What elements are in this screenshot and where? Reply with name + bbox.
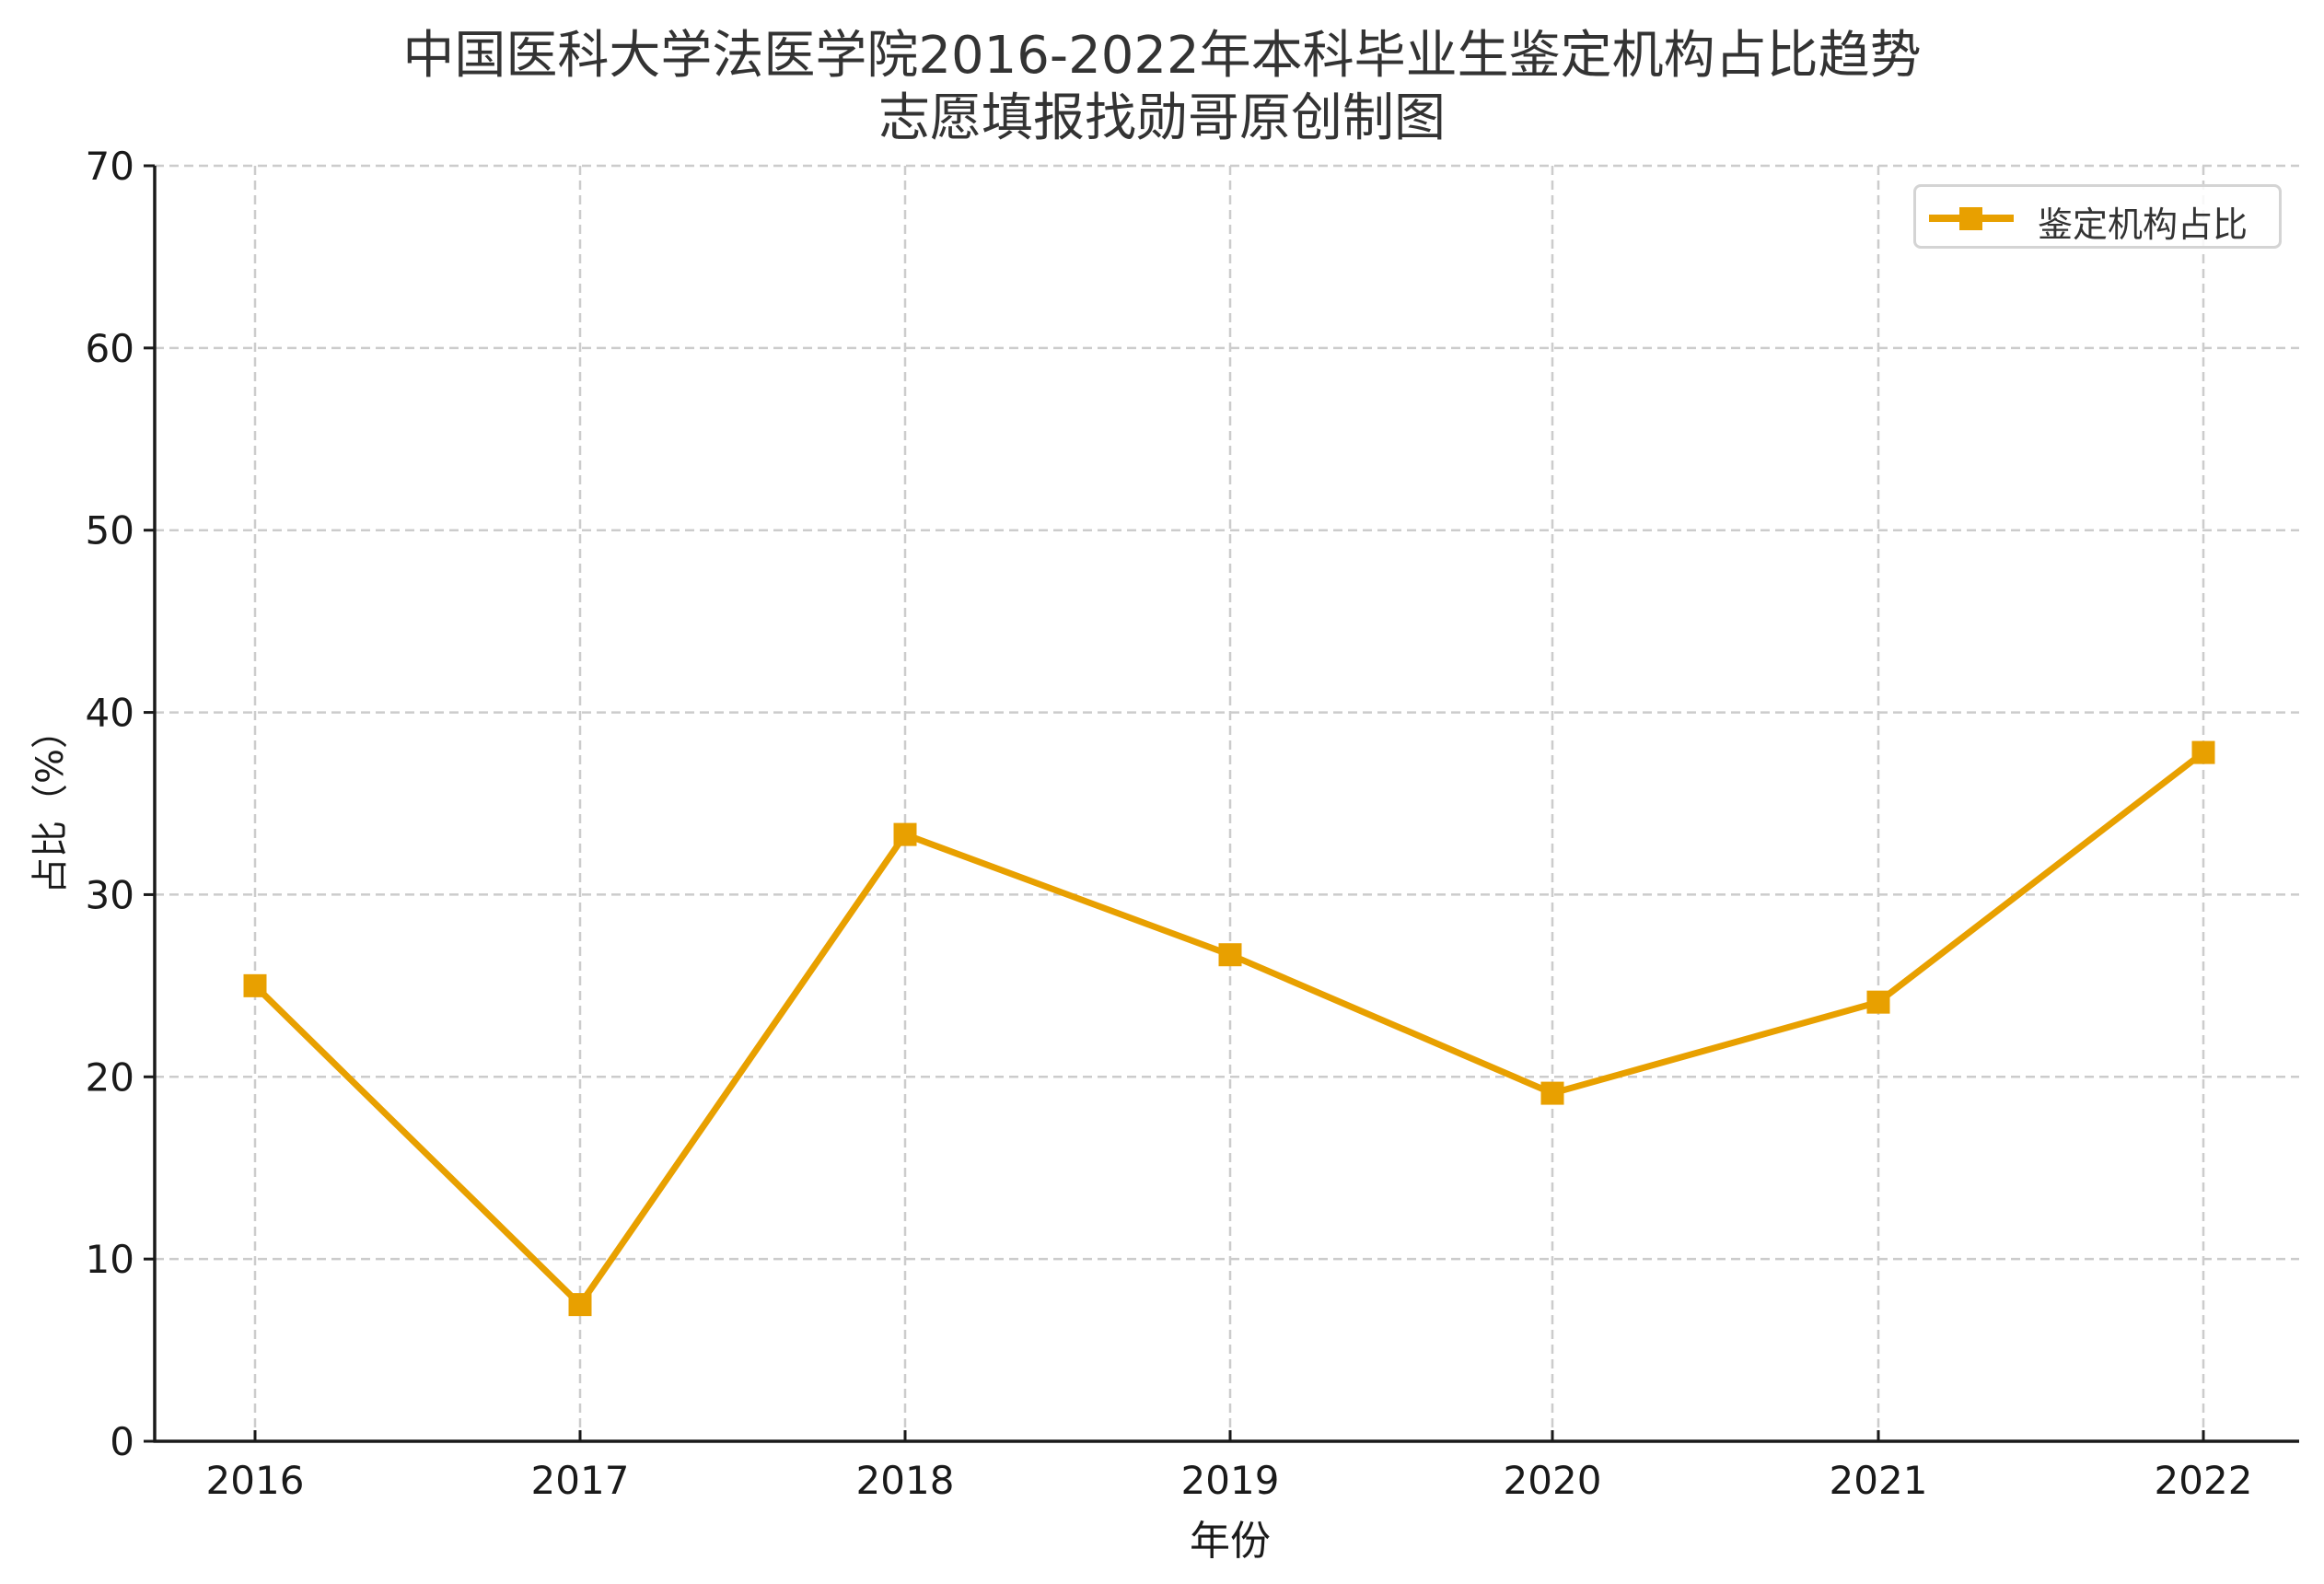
x-axis-label: 年份 <box>1190 1518 1271 1565</box>
y-tick-label: 40 <box>86 691 134 736</box>
y-tick-label: 70 <box>86 144 134 189</box>
data-point-marker <box>1866 990 1890 1014</box>
y-tick-label: 20 <box>86 1054 134 1100</box>
x-tick-label: 2017 <box>531 1458 630 1503</box>
chart-title-line1: 中国医科大学法医学院2016-2022年本科毕业生鉴定机构占比趋势 <box>402 26 1922 86</box>
data-point-marker <box>893 822 917 846</box>
data-point-marker <box>568 1293 592 1317</box>
grid-lines <box>155 164 2299 1441</box>
y-tick-label: 30 <box>86 872 134 917</box>
data-point-marker <box>1540 1081 1564 1105</box>
legend: 鉴定机构占比 <box>1913 184 2282 249</box>
data-series <box>243 740 2215 1317</box>
y-tick-label: 10 <box>86 1237 134 1282</box>
y-tick-label: 50 <box>86 508 134 553</box>
data-point-marker <box>243 973 267 997</box>
axes <box>144 164 2299 1443</box>
x-tick-label: 2018 <box>856 1458 955 1503</box>
square-marker-icon <box>1959 207 1982 230</box>
y-axis-label: 占比（%） <box>29 712 72 894</box>
x-tick-label: 2022 <box>2155 1458 2253 1503</box>
x-tick-label: 2020 <box>1504 1458 1602 1503</box>
data-point-marker <box>1218 943 1242 967</box>
data-point-marker <box>2191 740 2215 764</box>
x-tick-label: 2021 <box>1830 1458 1928 1503</box>
x-tick-label: 2019 <box>1181 1458 1280 1503</box>
x-tick-label: 2016 <box>206 1458 305 1503</box>
y-tick-label: 60 <box>86 326 134 371</box>
chart-title-line2: 志愿填报找勋哥原创制图 <box>878 88 1446 148</box>
tick-labels: 0 10 20 30 40 50 60 70 2016 2017 2018 2019 2020 2021 2… <box>86 144 2253 1503</box>
legend-label: 鉴定机构占比 <box>2038 204 2248 245</box>
y-tick-label: 0 <box>110 1419 134 1464</box>
